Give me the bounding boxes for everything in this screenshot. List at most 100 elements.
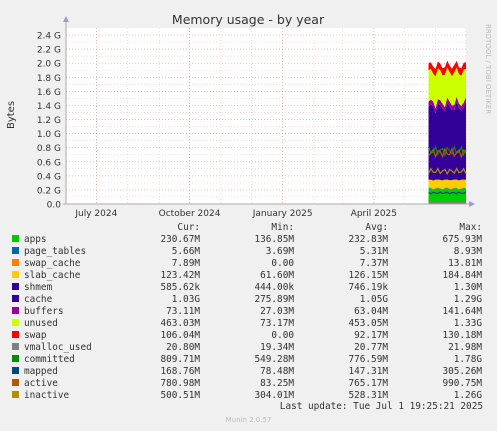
legend-avg-value: 126.15M — [348, 270, 388, 281]
legend-cur-value: 500.51M — [160, 390, 200, 401]
legend-avg-value: 1.05G — [359, 294, 388, 305]
legend-max-value: 1.26G — [453, 390, 482, 401]
y-tick-label: 0.0 — [47, 201, 62, 211]
legend-max-value: 13.81M — [448, 258, 482, 269]
area-unused — [428, 67, 466, 109]
legend-row-buffers: buffers 73.11M 27.03M 63.04M 141.64M — [12, 306, 482, 318]
legend-swatch — [12, 355, 19, 362]
y-tick-label: 2.0 G — [37, 60, 61, 70]
legend-cur-value: 7.89M — [171, 258, 200, 269]
memory-chart: Memory usage - by year Bytes RRDTOOL / T… — [6, 12, 492, 219]
y-tick-label: 1.4 G — [37, 102, 61, 112]
legend-header-avg: Avg: — [365, 222, 388, 233]
legend-min-value: 549.28M — [254, 354, 294, 365]
legend-label: inactive — [24, 390, 70, 401]
legend-row-active: active 780.98M 83.25M 765.17M 990.75M — [12, 378, 482, 390]
legend-label: page_tables — [24, 246, 87, 257]
legend-cur-value: 168.76M — [160, 366, 200, 377]
line-active — [428, 146, 467, 159]
legend-max-value: 141.64M — [442, 306, 482, 317]
legend-row-swap: swap 106.04M 0.00 92.17M 130.18M — [12, 330, 482, 342]
legend-label: mapped — [24, 366, 58, 377]
legend-row-page-tables: page_tables 5.66M 3.69M 5.31M 8.93M — [12, 246, 482, 258]
line-mapped — [428, 191, 467, 195]
legend-swatch — [12, 271, 19, 278]
legend-row-swap-cache: swap_cache 7.89M 0.00 7.37M 13.81M — [12, 258, 482, 270]
legend-table: Cur: Min: Avg: Max: apps 230.67M 136.85M 23… — [12, 222, 482, 402]
area-swap-cache — [428, 187, 466, 190]
line-inactive — [427, 167, 467, 176]
legend-max-value: 1.29G — [453, 294, 482, 305]
legend-max-value: 1.30M — [453, 282, 482, 293]
y-tick-label: 0.8 G — [37, 144, 61, 154]
legend-min-value: 444.00k — [254, 282, 294, 293]
chart-title: Memory usage - by year — [172, 12, 325, 27]
legend-max-value: 130.18M — [442, 330, 482, 341]
legend-max-value: 21.98M — [448, 342, 482, 353]
plot-area — [66, 28, 466, 204]
legend-label: active — [24, 378, 58, 389]
stacked-areas — [428, 60, 466, 204]
legend-avg-value: 746.19k — [348, 282, 388, 293]
legend-cur-value: 809.71M — [160, 354, 200, 365]
legend-min-value: 0.00 — [271, 330, 294, 341]
legend-min-value: 3.69M — [265, 246, 294, 257]
legend-avg-value: 63.04M — [354, 306, 388, 317]
area-buffers — [428, 96, 466, 114]
munin-version: Munin 2.0.57 — [225, 416, 272, 424]
legend-row-unused: unused 463.03M 73.17M 453.05M 1.33G — [12, 318, 482, 330]
legend-swatch — [12, 307, 19, 314]
y-tick-label: 1.8 G — [37, 74, 61, 84]
y-axis-arrow — [63, 16, 69, 22]
legend-avg-value: 232.83M — [348, 234, 388, 245]
legend-header-min: Min: — [271, 222, 294, 233]
y-tick-label: 0.4 G — [37, 172, 61, 182]
y-tick-label: 2.2 G — [37, 46, 61, 56]
legend-label: apps — [24, 234, 47, 245]
legend-swatch — [12, 331, 19, 338]
legend-label: cache — [24, 294, 53, 305]
legend-swatch — [12, 367, 19, 374]
legend-max-value: 305.26M — [442, 366, 482, 377]
area-swap — [428, 60, 466, 77]
legend-cur-value: 230.67M — [160, 234, 200, 245]
x-tick-labels: July 2024 October 2024 January 2025 April 2… — [74, 209, 397, 219]
legend-min-value: 83.25M — [260, 378, 294, 389]
legend-row-apps: apps 230.67M 136.85M 232.83M 675.93M — [12, 234, 482, 246]
legend-row-committed: committed 809.71M 549.28M 776.59M 1.78G — [12, 354, 482, 366]
legend-min-value: 73.17M — [260, 318, 294, 329]
rrdtool-watermark: RRDTOOL / TOBI OETIKER — [484, 24, 492, 114]
y-tick-labels: 0.0 0.2 G 0.4 G 0.6 G 0.8 G 1.0 G 1.2 G 1.4 G 1.… — [37, 32, 61, 211]
legend-swatch — [12, 319, 19, 326]
legend-min-value: 61.60M — [260, 270, 294, 281]
legend-min-value: 275.89M — [254, 294, 294, 305]
legend-swatch — [12, 283, 19, 290]
legend-max-value: 675.93M — [442, 234, 482, 245]
legend-avg-value: 20.77M — [354, 342, 388, 353]
legend-avg-value: 453.05M — [348, 318, 388, 329]
legend-cur-value: 20.80M — [166, 342, 200, 353]
legend-label: unused — [24, 318, 58, 329]
legend-cur-value: 1.03G — [171, 294, 200, 305]
legend-max-value: 184.84M — [442, 270, 482, 281]
legend-header-cur: Cur: — [177, 222, 200, 233]
legend-cur-value: 585.62k — [160, 282, 200, 293]
area-cache — [428, 101, 466, 181]
x-axis-arrow — [469, 201, 475, 207]
legend-avg-value: 765.17M — [348, 378, 388, 389]
legend-max-value: 1.78G — [453, 354, 482, 365]
legend-cur-value: 73.11M — [166, 306, 200, 317]
area-slab-cache — [428, 179, 466, 190]
legend-max-value: 8.93M — [453, 246, 482, 257]
legend-avg-value: 5.31M — [359, 246, 388, 257]
legend-header-max: Max: — [459, 222, 482, 233]
last-update: Last update: Tue Jul 1 19:25:21 2025 — [279, 401, 483, 412]
legend-min-value: 136.85M — [254, 234, 294, 245]
legend-swatch — [12, 343, 19, 350]
y-tick-label: 1.2 G — [37, 116, 61, 126]
legend-min-value: 304.01M — [254, 390, 294, 401]
legend-max-value: 1.33G — [453, 318, 482, 329]
legend-label: shmem — [24, 282, 53, 293]
x-tick-label: April 2025 — [351, 209, 397, 219]
legend-avg-value: 147.31M — [348, 366, 388, 377]
